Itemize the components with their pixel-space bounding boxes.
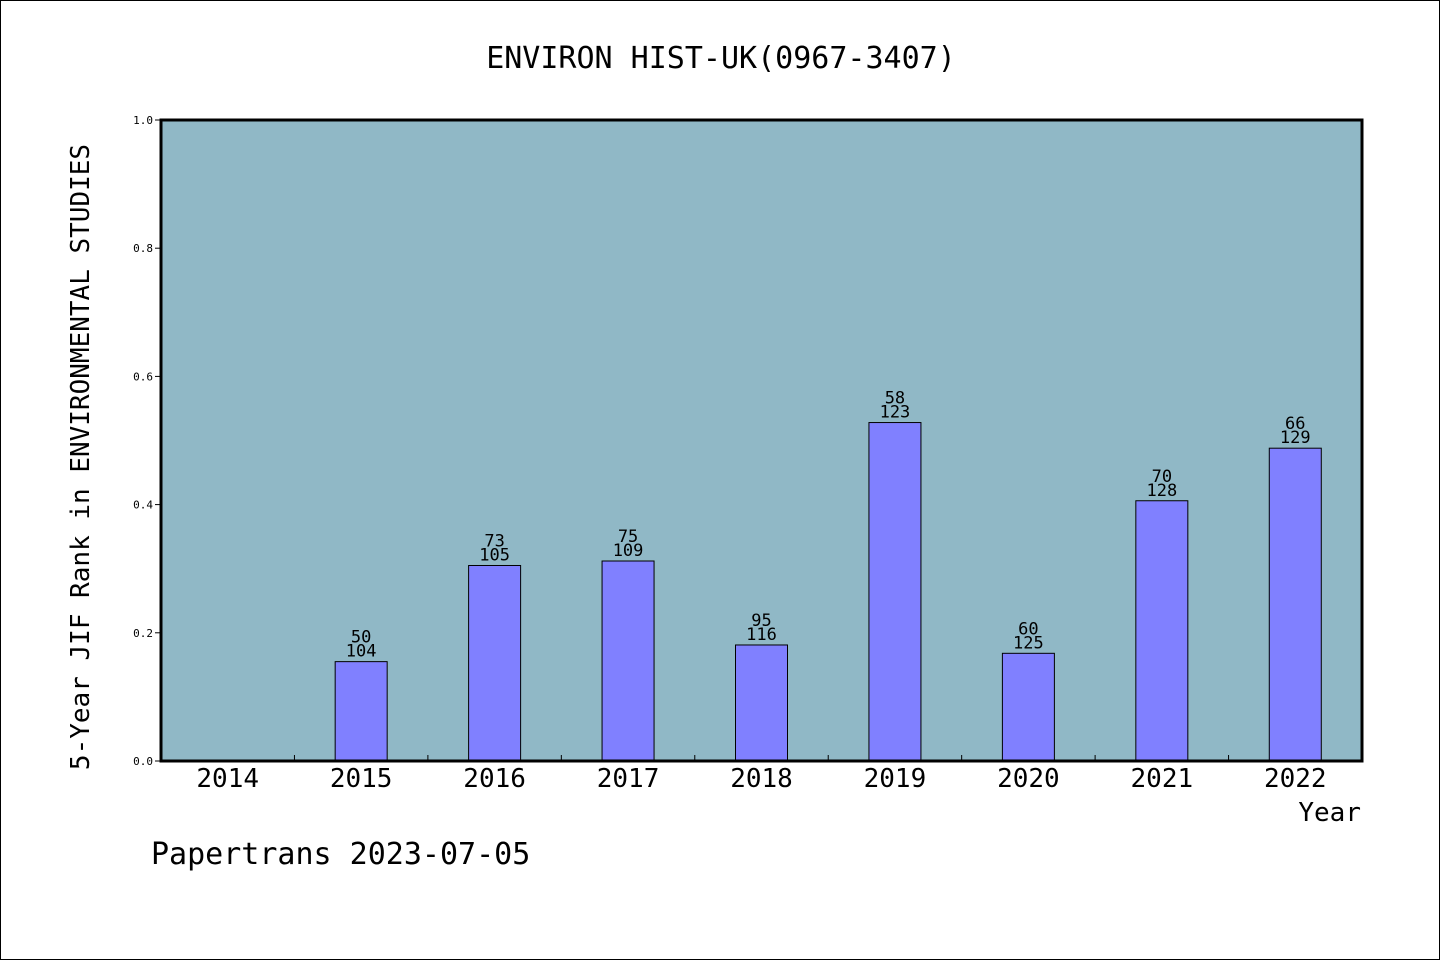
- x-tick-label-2014: 2014: [196, 764, 259, 794]
- bar-rank-label-2020: 60: [1018, 619, 1038, 639]
- bar-rank-label-2019: 58: [885, 389, 905, 409]
- bar-rank-label-2016: 73: [484, 531, 504, 551]
- y-tick-label: 1.0: [133, 114, 153, 127]
- bar-total-label-2017: 109: [613, 541, 644, 561]
- bar-2022: [1268, 447, 1322, 762]
- x-axis-label: Year: [1298, 798, 1361, 828]
- bar-2018: [735, 644, 788, 762]
- y-tick-label: 0.4: [133, 499, 153, 512]
- bar-2016: [468, 564, 522, 762]
- bar-total-label-2022: 129: [1280, 428, 1311, 448]
- y-tick-label: 0.0: [133, 755, 153, 768]
- bar-2021: [1135, 500, 1189, 762]
- x-tick-label-2017: 2017: [597, 764, 660, 794]
- y-axis: 0.0 0.2 0.4 0.6 0.8 1.0: [133, 114, 161, 768]
- credit-text: Papertrans 2023-07-05: [151, 837, 530, 872]
- bar-2020: [1001, 652, 1055, 762]
- y-axis-label: 5-Year JIF Rank in ENVIRONMENTAL STUDIES: [66, 144, 96, 770]
- bar-2017: [601, 560, 655, 762]
- bar-rank-label-2015: 50: [351, 628, 371, 648]
- bar-rank-label-2021: 70: [1152, 467, 1172, 487]
- bar-total-label-2021: 128: [1146, 481, 1177, 501]
- x-axis: 2014 2015 2016 2017 2018 2019 2020 2021 2022: [196, 755, 1327, 794]
- bar-total-label-2016: 105: [479, 545, 510, 565]
- bars-group: [334, 422, 1322, 762]
- bar-2019: [868, 422, 922, 762]
- bar-total-label-2020: 125: [1013, 633, 1044, 653]
- bar-2015: [334, 661, 388, 762]
- x-tick-label-2015: 2015: [330, 764, 393, 794]
- x-tick-label-2020: 2020: [997, 764, 1060, 794]
- plot-border: [159, 118, 1364, 763]
- x-tick-label-2021: 2021: [1131, 764, 1194, 794]
- x-tick-label-2019: 2019: [864, 764, 927, 794]
- bar-rank-label-2018: 95: [751, 611, 771, 631]
- x-tick-label-2022: 2022: [1264, 764, 1327, 794]
- x-tick-label-2018: 2018: [730, 764, 793, 794]
- bar-total-label-2019: 123: [880, 403, 911, 423]
- bar-rank-label-2017: 75: [618, 527, 638, 547]
- bar-total-label-2018: 116: [746, 625, 777, 645]
- y-tick-label: 0.8: [133, 242, 153, 255]
- bar-total-label-2015: 104: [346, 642, 377, 662]
- chart-title: ENVIRON HIST-UK(0967-3407): [486, 41, 956, 76]
- x-tick-label-2016: 2016: [463, 764, 526, 794]
- bar-rank-label-2022: 66: [1285, 414, 1305, 434]
- y-tick-label: 0.2: [133, 627, 153, 640]
- y-tick-label: 0.6: [133, 370, 153, 383]
